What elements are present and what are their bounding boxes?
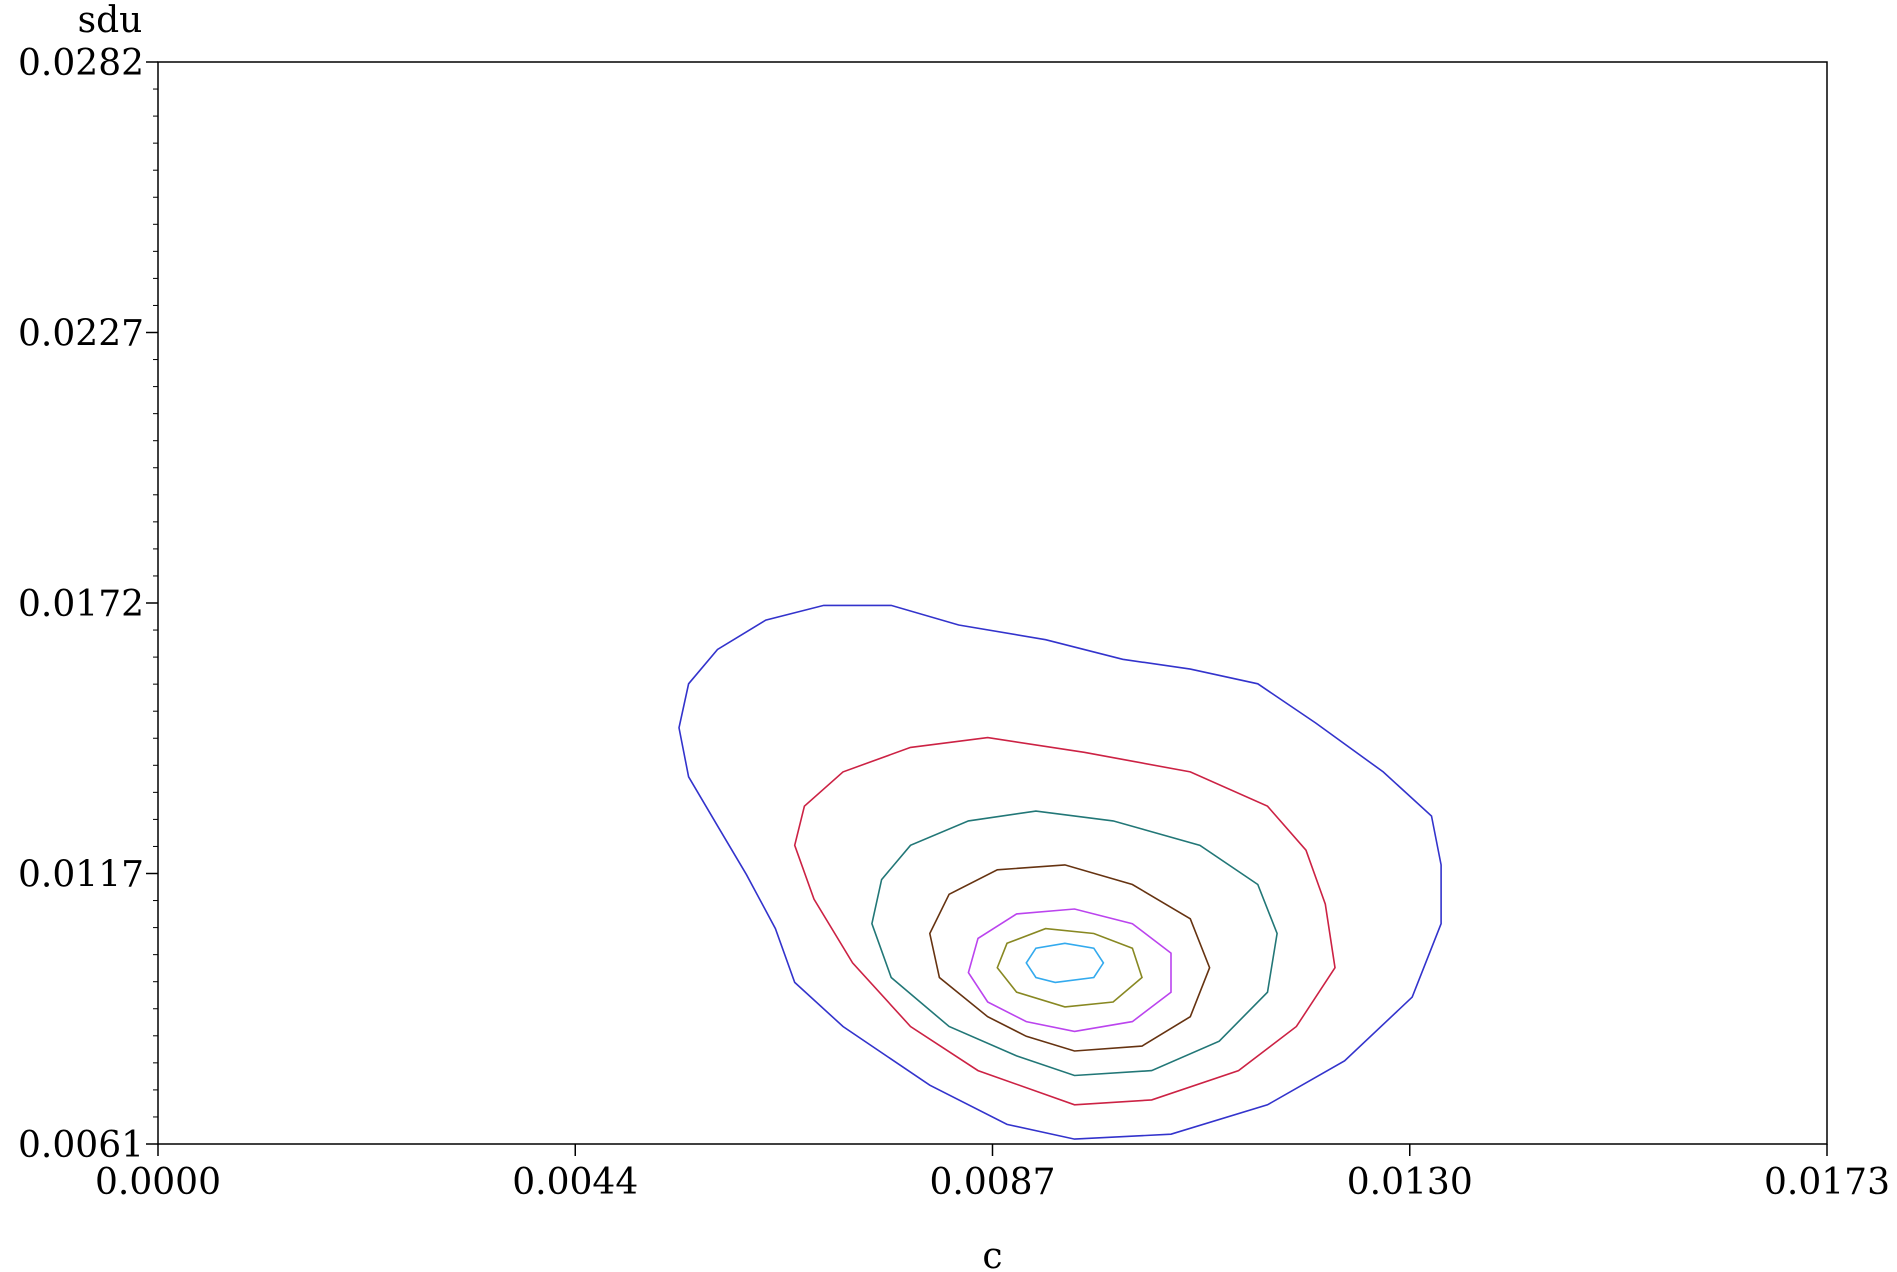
contour-line-3 xyxy=(871,810,1278,1077)
x-tick-label: 0.0130 xyxy=(1347,1162,1473,1203)
y-tick-label: 0.0061 xyxy=(18,1125,144,1166)
x-axis-ticks: 0.0000 0.0044 0.0087 0.0130 0.0173 xyxy=(95,1144,1890,1203)
y-tick-label: 0.0117 xyxy=(18,855,144,896)
x-tick-label: 0.0000 xyxy=(95,1162,221,1203)
contour-line-5 xyxy=(967,908,1172,1033)
y-axis-label: sdu xyxy=(78,0,143,41)
contour-line-2 xyxy=(793,736,1336,1106)
contour-line-4 xyxy=(928,864,1211,1052)
x-tick-label: 0.0087 xyxy=(930,1162,1056,1203)
x-tick-label: 0.0173 xyxy=(1764,1162,1890,1203)
y-axis-ticks: 0.0061 0.0117 0.0172 0.0227 0.0282 xyxy=(18,43,158,1166)
contour-line-1 xyxy=(678,604,1442,1140)
y-tick-label: 0.0282 xyxy=(18,43,144,84)
contour-line-6 xyxy=(996,927,1143,1008)
x-tick-label: 0.0044 xyxy=(512,1162,638,1203)
plot-frame xyxy=(157,61,1828,1145)
y-tick-label: 0.0172 xyxy=(18,584,144,625)
contour-layer xyxy=(678,604,1442,1140)
contour-line-7 xyxy=(1025,942,1105,984)
x-axis-label: c xyxy=(982,1236,1002,1272)
y-tick-label: 0.0227 xyxy=(18,314,144,355)
y-minor-ticks xyxy=(153,88,158,1118)
